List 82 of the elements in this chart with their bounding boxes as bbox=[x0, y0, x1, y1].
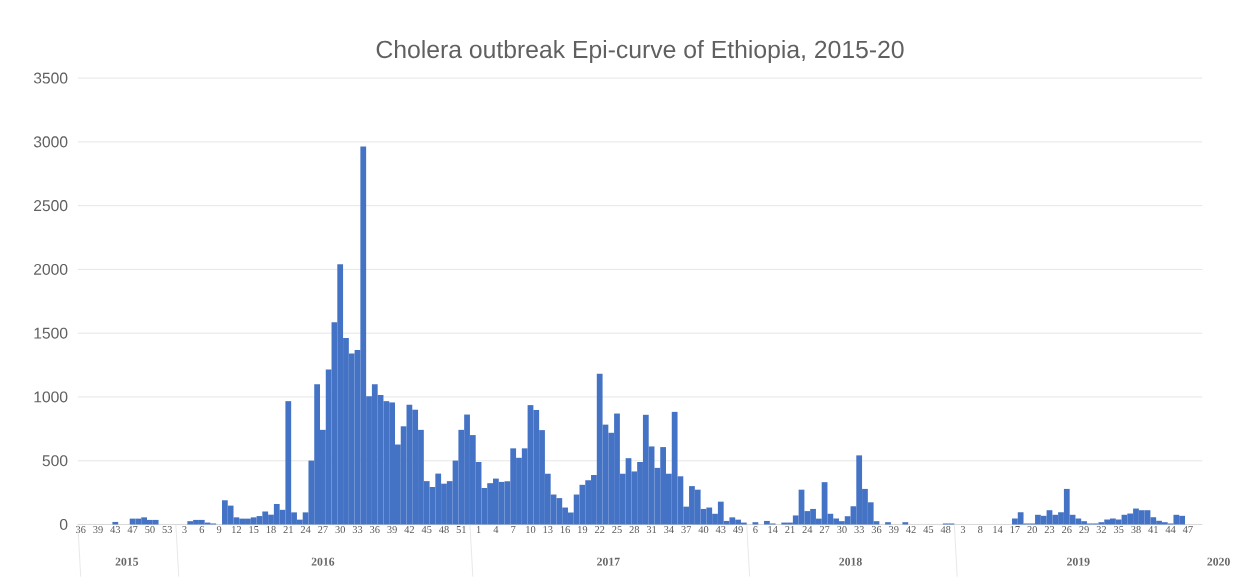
x-tick-label: 20 bbox=[1027, 526, 1037, 534]
x-tick-label: 3 bbox=[182, 526, 187, 534]
x-tick-label: 42 bbox=[404, 526, 415, 533]
x-tick-label: 45 bbox=[421, 526, 432, 534]
x-tick-label: 1 bbox=[476, 526, 481, 533]
x-tick-label: 19 bbox=[578, 526, 588, 534]
x-tick-label: 7 bbox=[511, 526, 516, 533]
x-tick-label: 24 bbox=[802, 526, 813, 533]
x-tick-label: 35 bbox=[1113, 526, 1124, 534]
x-tick-label: 43 bbox=[715, 526, 726, 534]
x-tick-label: 40 bbox=[698, 526, 709, 534]
text: 2019 bbox=[1067, 557, 1090, 566]
x-tick-label: 27 bbox=[819, 526, 830, 533]
x-tick-label: 33 bbox=[352, 526, 363, 534]
x-tick-label: 36 bbox=[871, 526, 882, 534]
x-tick-label: 47 bbox=[127, 526, 138, 533]
x-tick-label: 50 bbox=[145, 526, 155, 534]
x-tick-label: 34 bbox=[664, 526, 674, 534]
x-tick-label: 42 bbox=[906, 526, 916, 533]
y-tick-label: 1500 bbox=[34, 327, 68, 339]
x-tick-label: 36 bbox=[75, 526, 86, 534]
y-tick-label: 3000 bbox=[33, 136, 68, 148]
y-tick-label: 0 bbox=[59, 518, 68, 531]
x-tick-label: 16 bbox=[560, 526, 570, 534]
text: 2016 bbox=[311, 557, 335, 566]
x-tick-label: 3 bbox=[960, 526, 966, 534]
x-tick-label: 21 bbox=[283, 526, 293, 533]
x-tick-label: 4 bbox=[493, 526, 499, 533]
x-tick-label: 27 bbox=[318, 526, 328, 533]
x-tick-label: 6 bbox=[753, 526, 758, 534]
y-tick-label: 500 bbox=[42, 455, 68, 467]
x-tick-label: 36 bbox=[370, 526, 380, 534]
x-tick-label: 47 bbox=[1182, 526, 1193, 533]
x-tick-label: 26 bbox=[1062, 526, 1072, 534]
x-tick-label: 33 bbox=[854, 526, 864, 534]
y-tick-label: 2000 bbox=[34, 263, 68, 275]
x-tick-label: 24 bbox=[300, 526, 311, 533]
x-tick-label: 10 bbox=[526, 526, 536, 534]
x-tick-label: 49 bbox=[733, 526, 743, 534]
x-tick-label: 13 bbox=[543, 526, 553, 534]
x-tick-label: 21 bbox=[785, 526, 795, 533]
x-tick-label: 39 bbox=[93, 526, 103, 534]
x-tick-label: 31 bbox=[646, 526, 657, 534]
chart-title: Cholera outbreak Epi-curve of Ethiopia, 2015-20 bbox=[376, 40, 904, 64]
x-tick-label: 44 bbox=[1165, 526, 1176, 533]
bar bbox=[885, 522, 891, 525]
x-tick-label: 39 bbox=[387, 526, 397, 534]
x-tick-label: 17 bbox=[1010, 526, 1020, 533]
bar bbox=[902, 522, 909, 525]
x-tick-label: 14 bbox=[993, 526, 1003, 533]
x-tick-label: 51 bbox=[456, 526, 466, 534]
x-tick-label: 23 bbox=[1044, 526, 1055, 534]
y-tick-label: 2500 bbox=[34, 200, 68, 212]
x-tick-label: 45 bbox=[923, 526, 934, 534]
x-tick-label: 32 bbox=[1096, 526, 1107, 534]
y-tick-label: 1000 bbox=[34, 391, 68, 403]
x-tick-label: 8 bbox=[978, 526, 983, 534]
x-tick-label: 53 bbox=[162, 526, 172, 534]
x-tick-label: 30 bbox=[335, 526, 346, 534]
x-tick-label: 30 bbox=[837, 526, 847, 534]
x-tick-label: 14 bbox=[768, 526, 778, 533]
text: 2018 bbox=[839, 557, 862, 566]
x-tick-label: 18 bbox=[266, 526, 276, 534]
x-tick-label: 9 bbox=[216, 526, 222, 534]
x-tick-label: 43 bbox=[110, 526, 121, 534]
x-tick-label: 22 bbox=[594, 526, 605, 533]
x-tick-label: 29 bbox=[1079, 526, 1089, 534]
x-tick-label: 41 bbox=[1148, 526, 1158, 533]
x-tick-label: 48 bbox=[438, 526, 449, 534]
x-tick-label: 37 bbox=[681, 526, 692, 534]
x-tick-label: 12 bbox=[232, 526, 242, 533]
x-tick-label: 38 bbox=[1131, 526, 1141, 534]
text: 2020 bbox=[1207, 557, 1230, 566]
x-tick-label: 28 bbox=[629, 526, 640, 534]
x-tick-label: 48 bbox=[940, 526, 951, 534]
x-tick-label: 6 bbox=[199, 526, 205, 534]
text: 2015 bbox=[115, 557, 139, 566]
x-tick-label: 15 bbox=[249, 526, 259, 534]
x-tick-label: 25 bbox=[612, 526, 622, 534]
text: 2017 bbox=[597, 557, 620, 566]
y-tick-label: 3500 bbox=[33, 72, 68, 84]
x-tick-label: 39 bbox=[889, 526, 899, 534]
